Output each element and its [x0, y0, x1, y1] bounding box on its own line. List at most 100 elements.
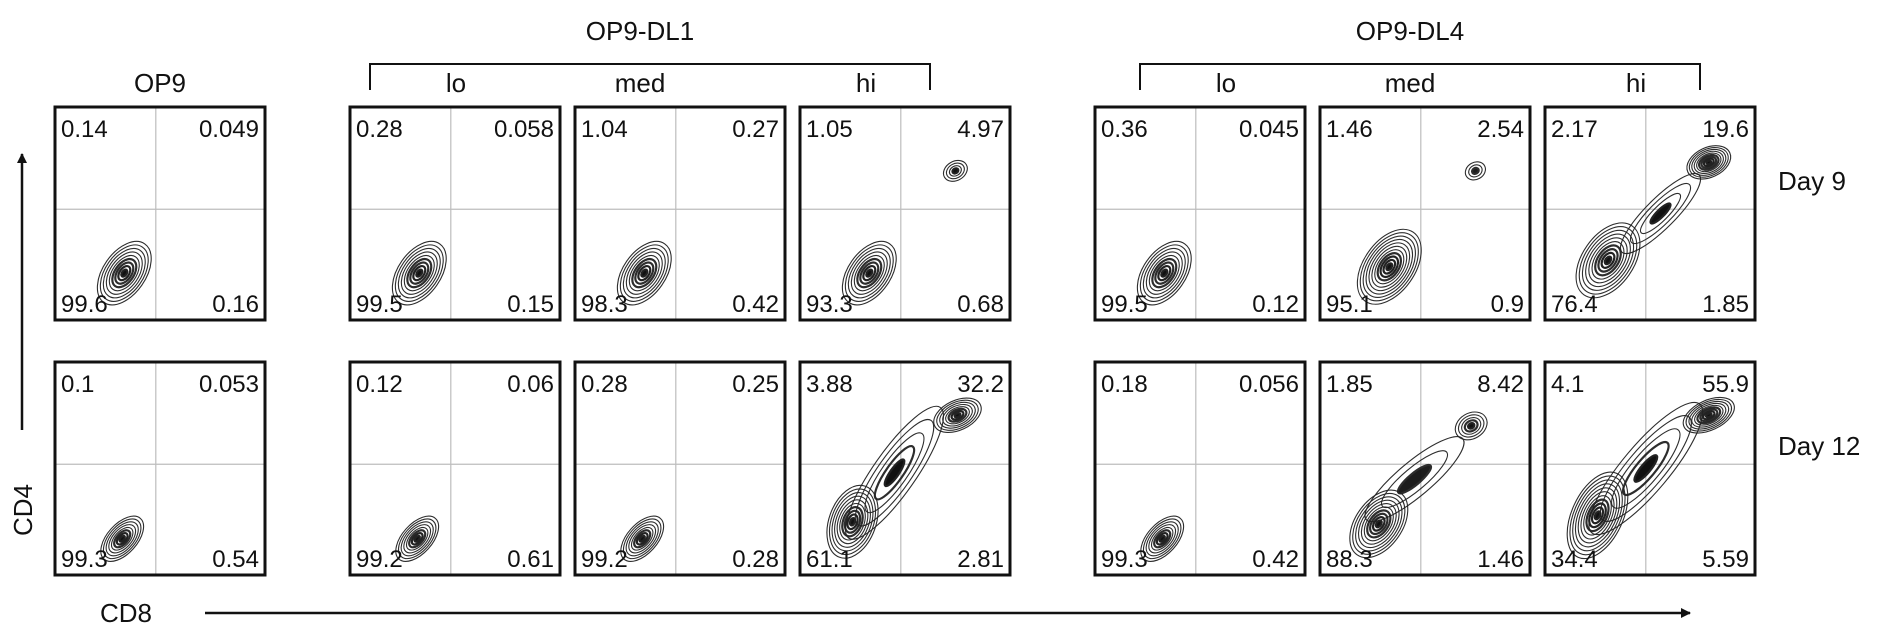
- contour-ring: [1142, 247, 1186, 299]
- level-label-dl1-lo: lo: [446, 68, 466, 98]
- contour-ring: [99, 244, 149, 302]
- quadrant-value-upper-right: 0.049: [199, 116, 259, 143]
- contour-ring: [1591, 241, 1625, 280]
- contour-panel: 4.1 55.9 34.4 5.59: [1543, 360, 1757, 577]
- quadrant-value-lower-left: 98.3: [581, 291, 628, 318]
- contour-ring: [1621, 440, 1670, 497]
- contour-ring: [105, 251, 143, 295]
- quadrant-value-lower-left: 88.3: [1326, 546, 1373, 573]
- quadrant-value-upper-right: 0.27: [732, 116, 779, 143]
- contour-ring: [102, 518, 142, 560]
- contour-ring: [945, 162, 965, 180]
- contour-ring: [883, 458, 906, 488]
- contour-ring: [1594, 244, 1622, 277]
- contour-ring: [1603, 255, 1613, 266]
- contour-ring: [850, 251, 888, 295]
- contour-panel: 0.14 0.049 99.6 0.16: [53, 105, 267, 322]
- contour-ring: [117, 264, 132, 282]
- quadrant-value-lower-right: 0.54: [212, 546, 259, 573]
- quadrant-value-lower-left: 34.4: [1551, 546, 1598, 573]
- quadrant-value-lower-left: 76.4: [1551, 291, 1598, 318]
- quadrant-value-upper-right: 0.25: [732, 371, 779, 398]
- contour-ring: [638, 534, 646, 543]
- contour-ring: [1696, 406, 1722, 425]
- quadrant-value-lower-left: 93.3: [806, 291, 853, 318]
- contour-ring: [1374, 249, 1405, 285]
- contour-ring: [948, 165, 962, 177]
- quadrant-value-lower-right: 1.46: [1477, 546, 1524, 573]
- contour-ring: [1158, 534, 1166, 543]
- contour-ring: [406, 257, 433, 289]
- contour-ring: [1697, 153, 1720, 171]
- contour-ring: [628, 254, 660, 292]
- quadrant-value-lower-right: 5.59: [1702, 546, 1749, 573]
- contour-ring: [1396, 463, 1433, 495]
- contour-ring: [1705, 159, 1713, 166]
- contour-ring: [862, 264, 877, 282]
- contour-ring: [1581, 229, 1635, 291]
- quadrant-value-lower-left: 99.5: [356, 291, 403, 318]
- contour-panel: 0.28 0.058 99.5 0.15: [348, 105, 562, 322]
- contour-ring: [395, 515, 440, 562]
- panel-frame: [573, 105, 787, 322]
- contour-panel: 1.46 2.54 95.1 0.9: [1318, 105, 1532, 322]
- contour-panel: 0.12 0.06 99.2 0.61: [348, 360, 562, 577]
- contour-ring: [1574, 483, 1621, 548]
- contour-ring: [1380, 450, 1449, 509]
- contour-ring: [864, 432, 925, 514]
- contour-ring: [1140, 515, 1185, 562]
- quadrant-value-upper-right: 0.058: [494, 116, 554, 143]
- contour-ring: [953, 411, 962, 419]
- contour-ring: [1575, 222, 1641, 299]
- contour-ring: [400, 251, 438, 295]
- contour-ring: [96, 240, 152, 306]
- contour-ring: [1356, 228, 1422, 305]
- quadrant-value-upper-left: 0.1: [61, 371, 94, 398]
- contour-ring: [1468, 164, 1483, 178]
- quadrant-value-upper-left: 1.46: [1326, 116, 1373, 143]
- contour-ring: [1352, 492, 1406, 555]
- quadrant-value-lower-left: 99.5: [1101, 291, 1148, 318]
- contour-ring: [405, 526, 429, 551]
- quadrant-value-lower-left: 99.3: [61, 546, 108, 573]
- contour-ring: [114, 261, 135, 285]
- contour-ring: [1359, 232, 1419, 302]
- contour-ring: [616, 240, 672, 306]
- contour-ring: [635, 532, 649, 546]
- contour-ring: [1160, 268, 1169, 278]
- quadrant-value-upper-left: 0.28: [581, 371, 628, 398]
- quadrant-value-lower-right: 0.12: [1252, 291, 1299, 318]
- contour-ring: [1688, 400, 1730, 430]
- quadrant-value-lower-right: 0.42: [732, 291, 779, 318]
- quadrant-value-lower-right: 2.81: [957, 546, 1004, 573]
- contour-ring: [1599, 415, 1692, 522]
- contour-ring: [620, 515, 665, 562]
- contour-ring: [637, 264, 652, 282]
- panel-frame: [1318, 360, 1532, 577]
- contour-ring: [1463, 419, 1479, 433]
- contour-ring: [1597, 248, 1619, 273]
- contour-ring: [403, 524, 432, 554]
- contour-ring: [951, 167, 960, 175]
- panel-frame: [348, 360, 562, 577]
- contour-ring: [1457, 414, 1485, 438]
- contour-ring: [1699, 408, 1719, 423]
- quadrant-value-upper-left: 3.88: [806, 371, 853, 398]
- quadrant-value-upper-left: 0.18: [1101, 371, 1148, 398]
- contour-ring: [108, 254, 140, 292]
- contour-ring: [1583, 495, 1612, 536]
- contour-ring: [400, 521, 434, 557]
- contour-ring: [1145, 251, 1183, 295]
- contour-ring: [1464, 161, 1486, 181]
- contour-ring: [933, 397, 982, 434]
- contour-panel: 0.18 0.056 99.3 0.42: [1093, 360, 1307, 577]
- contour-ring: [873, 445, 916, 501]
- contour-ring: [1148, 254, 1180, 292]
- contour-ring: [1611, 428, 1681, 509]
- contour-ring: [634, 261, 655, 285]
- contour-panel: 0.36 0.045 99.5 0.12: [1093, 105, 1307, 322]
- quadrant-value-upper-left: 0.12: [356, 371, 403, 398]
- contour-ring: [1364, 436, 1465, 523]
- contour-ring: [1619, 172, 1702, 255]
- contour-ring: [1691, 402, 1727, 428]
